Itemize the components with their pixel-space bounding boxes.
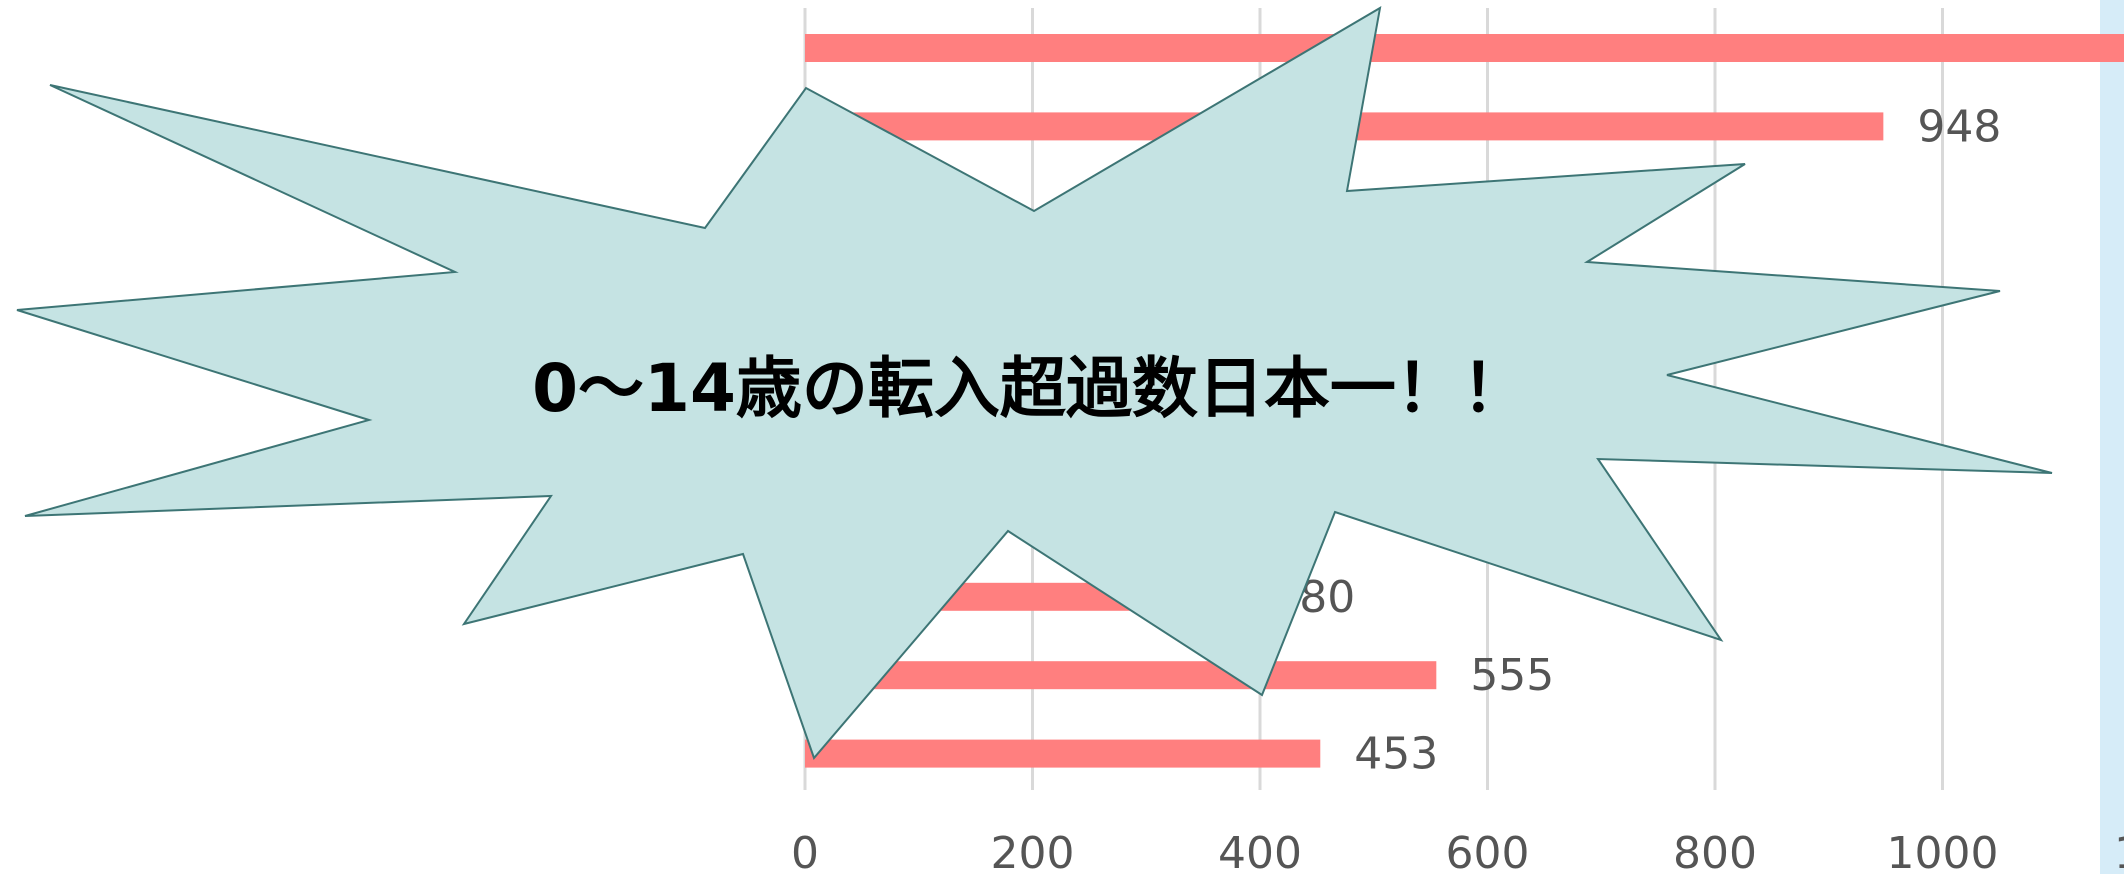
bar-value-label: 948 (1917, 101, 2001, 152)
x-axis-ticks: 02004006008001000120014001600 (791, 828, 2124, 874)
bar (805, 739, 1321, 768)
x-tick-label: 600 (1446, 828, 1530, 874)
x-tick-label: 1200 (2114, 828, 2124, 874)
x-tick-label: 200 (991, 828, 1075, 874)
bar-value-label: 555 (1470, 650, 1554, 701)
data-labels: 1520948380555453 (1271, 101, 2001, 780)
bar (805, 34, 2124, 62)
bar-value-label: 453 (1354, 729, 1438, 780)
callout-text: 0～14歳の転入超過数日本一！！ (532, 350, 1528, 427)
bar (805, 661, 1437, 690)
x-tick-label: 800 (1673, 828, 1757, 874)
explosion-callout: 0～14歳の転入超過数日本一！！ (16, 6, 2053, 760)
x-tick-label: 0 (791, 828, 819, 874)
x-tick-label: 400 (1218, 828, 1302, 874)
explosion-burst-shape (16, 6, 2053, 760)
side-panel-strip (2100, 0, 2124, 874)
x-tick-label: 1000 (1887, 828, 1999, 874)
